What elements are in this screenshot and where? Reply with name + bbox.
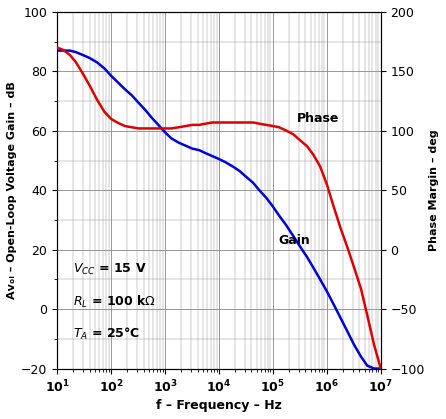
Y-axis label: Aᴠₒₗ – Open-Loop Voltage Gain – dB: Aᴠₒₗ – Open-Loop Voltage Gain – dB bbox=[7, 81, 17, 299]
Text: Gain: Gain bbox=[279, 234, 310, 247]
Y-axis label: Phase Margin – deg: Phase Margin – deg bbox=[429, 129, 439, 251]
Text: $R_L$ = 100 k$\Omega$: $R_L$ = 100 k$\Omega$ bbox=[74, 294, 157, 310]
Text: $T_A$ = 25°C: $T_A$ = 25°C bbox=[74, 326, 140, 342]
X-axis label: f – Frequency – Hz: f – Frequency – Hz bbox=[156, 399, 282, 412]
Text: $V_{CC}$ = 15 V: $V_{CC}$ = 15 V bbox=[74, 261, 147, 277]
Text: Phase: Phase bbox=[297, 112, 339, 126]
